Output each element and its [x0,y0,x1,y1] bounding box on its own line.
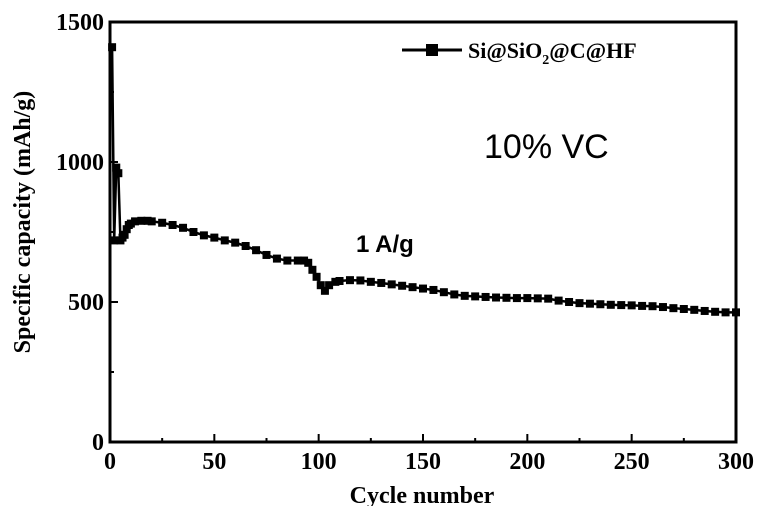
data-point [471,292,480,301]
data-point [252,246,261,255]
data-point [387,280,396,289]
legend-marker [426,44,438,56]
data-point [114,169,123,178]
x-tick-label: 200 [509,449,545,475]
data-point [585,299,594,308]
data-point [312,272,321,281]
data-point [110,236,119,245]
data-point [408,283,417,292]
data-point [147,217,156,226]
data-point [690,305,699,314]
y-tick-label: 1000 [56,150,104,176]
data-point [554,296,563,305]
data-point [300,256,309,265]
data-point [596,300,605,309]
data-point [283,256,292,265]
data-point [131,217,140,226]
data-point [638,301,647,310]
data-point [189,228,198,236]
x-axis-title: Cycle number [350,483,495,506]
data-point [512,294,521,303]
data-point [331,277,340,286]
data-point [199,231,208,240]
y-tick-label: 500 [68,290,104,316]
legend-label: Si@SiO2@C@HF [468,38,637,68]
data-point [398,281,407,290]
data-point [335,277,344,285]
data-point [241,242,250,250]
data-point [137,216,146,225]
data-point [210,233,219,242]
data-point [669,304,678,313]
data-point [523,294,532,303]
data-point [544,294,553,303]
data-point [112,163,121,172]
data-point [648,302,657,311]
series-layer [108,43,740,317]
data-point [108,43,117,52]
data-point [356,276,365,285]
data-point [732,308,740,317]
axes-layer: 0 50 100 150 200 250 300 0 500 1000 1500 [56,10,754,475]
x-tick-label: 0 [104,449,116,475]
data-point [565,298,574,306]
legend-label-main: Si@SiO [468,38,542,63]
data-point [168,221,177,229]
data-point [679,305,688,313]
data-point [231,238,240,247]
y-tick-label: 1500 [56,10,104,36]
data-point [272,254,281,263]
series-line [110,47,736,314]
data-point [262,250,271,259]
x-tick-label: 150 [405,449,441,475]
data-point [325,281,334,290]
y-axis-title: Specific capacity (mAh/g) [10,91,36,354]
data-point [450,290,459,299]
data-point [429,285,438,294]
legend: Si@SiO2@C@HF [402,38,637,68]
y-tick-label: 0 [92,430,104,456]
data-point [320,286,329,295]
data-point [220,236,229,245]
data-point [304,258,313,267]
data-point [617,301,626,310]
data-point [158,218,167,227]
legend-label-tail: @C@HF [549,38,636,63]
x-tick-label: 50 [202,449,226,475]
data-point [627,301,636,310]
data-point [126,219,135,228]
legend-label-subscript: 2 [542,53,549,68]
data-point [308,265,317,274]
data-point [711,307,720,316]
data-point [179,223,188,232]
data-point [575,299,584,308]
data-point [377,278,386,287]
data-point [293,256,302,265]
x-tick-label: 100 [301,449,337,475]
data-point [721,308,730,317]
annotation-current: 1 A/g [356,231,414,258]
data-point [120,230,129,239]
data-point [316,281,325,290]
data-point [533,294,542,303]
data-point [419,284,427,293]
data-point [502,293,511,302]
data-point [481,292,490,301]
data-point [345,276,354,285]
data-point [700,306,709,315]
data-point [460,291,469,300]
x-tick-label: 300 [718,449,754,475]
data-point [492,293,501,302]
data-point [143,216,152,225]
data-point [366,277,375,286]
data-point [122,225,131,234]
x-tick-label: 250 [614,449,650,475]
data-point [658,303,667,312]
data-point [606,300,615,309]
data-point [439,288,448,297]
annotation-electrolyte: 10% VC [484,128,609,166]
